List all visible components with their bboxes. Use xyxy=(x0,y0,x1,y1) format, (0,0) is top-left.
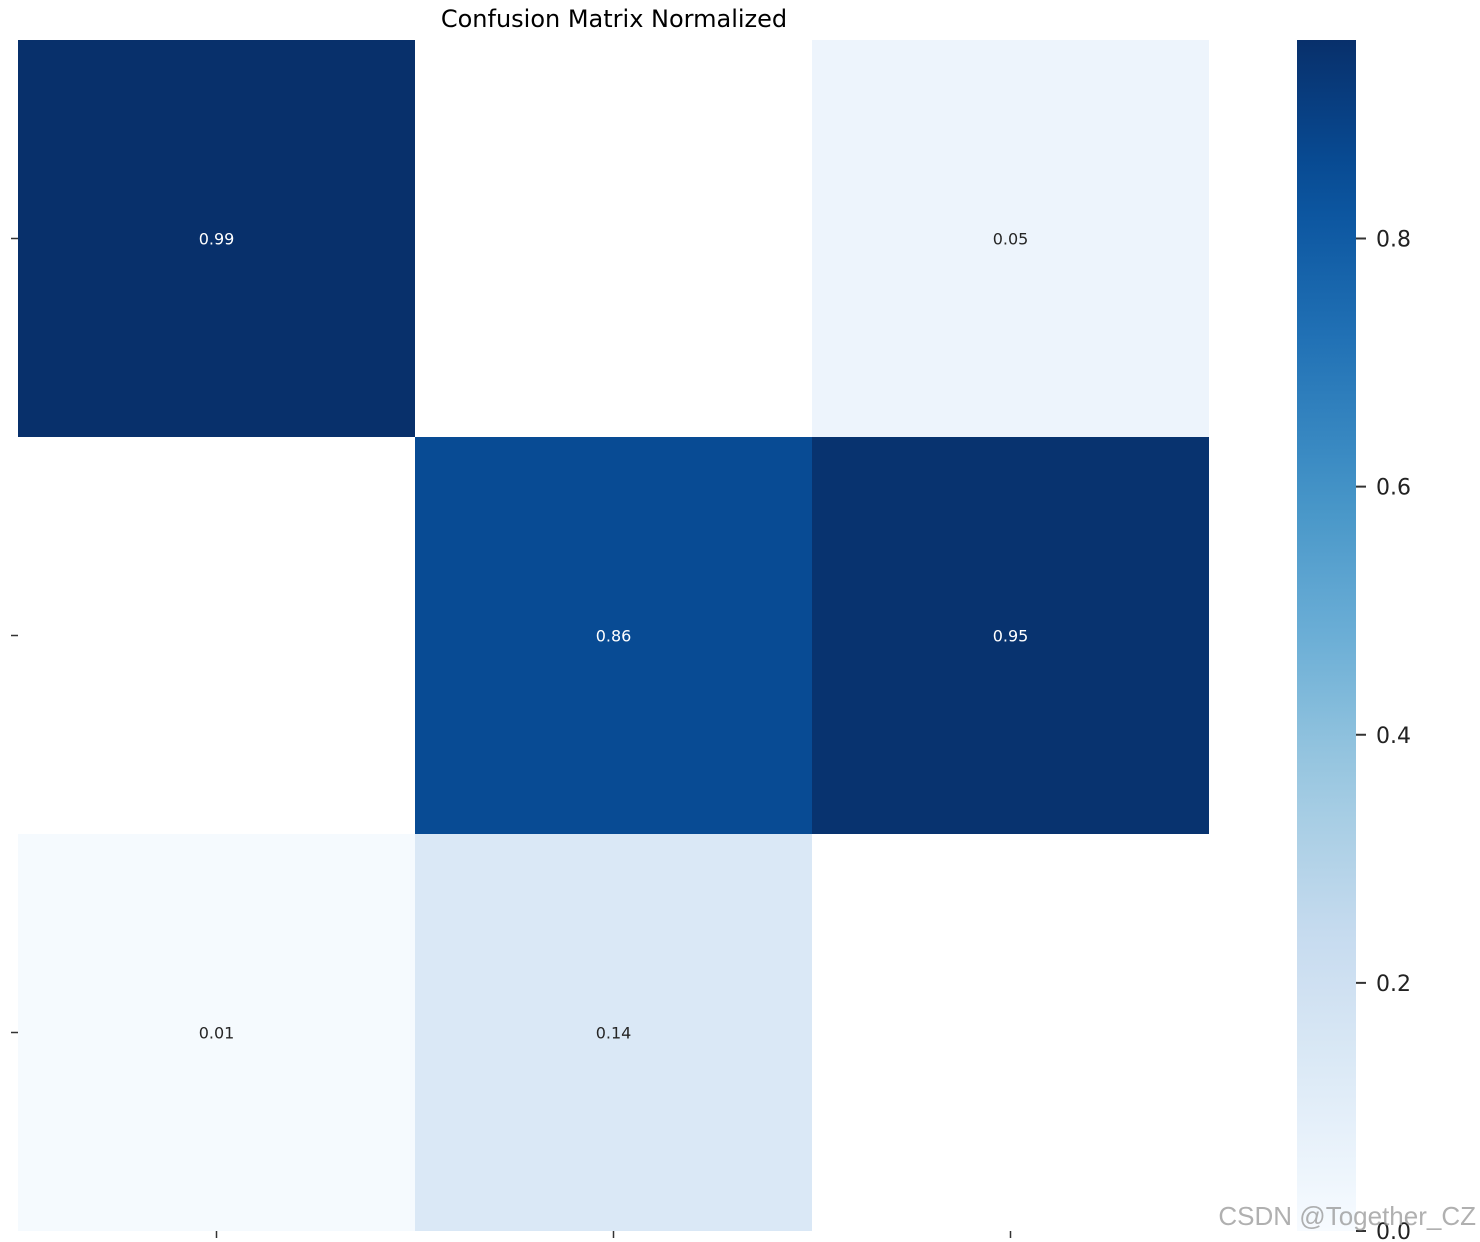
colorbar-tick-label: 0.8 xyxy=(1376,228,1411,253)
heatmap-cell xyxy=(18,437,415,834)
colorbar-tick-label: 0.4 xyxy=(1376,724,1411,749)
cell-value-label: 0.05 xyxy=(993,230,1029,249)
cell-value-label: 0.01 xyxy=(199,1024,235,1043)
heatmap-cell xyxy=(18,834,415,1231)
row-axis: humannot humanbackground xyxy=(11,237,18,1034)
colorbar-gradient xyxy=(1297,40,1356,1231)
cell-value-label: 0.14 xyxy=(596,1024,632,1043)
watermark: CSDN @Together_CZ xyxy=(1218,1201,1476,1231)
colorbar-tick-label: 0.0 xyxy=(1376,1220,1411,1242)
heatmap-cell xyxy=(415,437,812,834)
heatmap-cells: 0.99 0.05 0.86 0.95 0.01 0.14 xyxy=(18,40,1209,1231)
colorbar: 0.0 0.2 0.4 0.6 0.8 xyxy=(1297,40,1411,1242)
heatmap-cell xyxy=(415,834,812,1231)
heatmap-cell xyxy=(812,437,1209,834)
heatmap-cell xyxy=(812,834,1209,1231)
chart-title: Confusion Matrix Normalized xyxy=(441,5,787,33)
colorbar-tick-label: 0.2 xyxy=(1376,972,1411,997)
cell-value-label: 0.95 xyxy=(993,627,1029,646)
heatmap-cell xyxy=(415,40,812,437)
column-axis xyxy=(215,1231,1012,1238)
cell-value-label: 0.86 xyxy=(596,627,632,646)
cell-value-label: 0.99 xyxy=(199,230,235,249)
colorbar-tick-label: 0.6 xyxy=(1376,476,1411,501)
heatmap-cell xyxy=(812,40,1209,437)
heatmap-cell xyxy=(18,40,415,437)
